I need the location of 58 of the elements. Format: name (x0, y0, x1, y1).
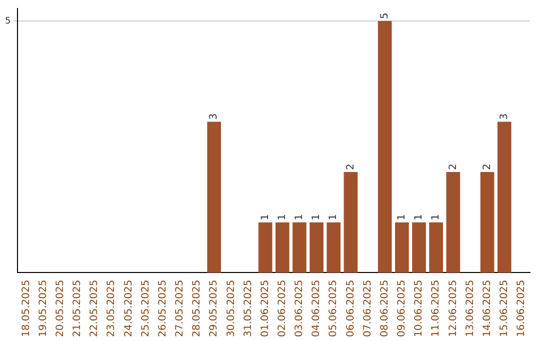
data-label: 3 (208, 113, 220, 120)
x-tick-label: 19.05.2025 (38, 280, 49, 338)
bar (326, 222, 341, 273)
x-tick-label: 18.05.2025 (20, 280, 32, 338)
data-label: 1 (311, 214, 322, 220)
x-tick-label: 16.06.2025 (516, 280, 528, 338)
data-label: 3 (498, 113, 510, 120)
x-tick-label: 05.06.2025 (328, 280, 340, 338)
x-tick-label: 27.05.2025 (174, 280, 186, 338)
x-tick-label: 28.05.2025 (192, 280, 203, 338)
x-tick-label: 07.06.2025 (362, 280, 374, 338)
x-tick-label: 04.06.2025 (311, 280, 322, 338)
data-label: 1 (414, 214, 425, 220)
x-tick-label: 14.06.2025 (482, 280, 493, 338)
x-tick-label: 30.05.2025 (226, 280, 237, 338)
x-tick-label: 25.05.2025 (140, 280, 152, 338)
data-label: 1 (430, 214, 442, 220)
x-tick-label: 10.06.2025 (414, 280, 425, 338)
x-tick-label: 29.05.2025 (208, 280, 220, 338)
data-label: 1 (260, 214, 271, 220)
bar (378, 20, 392, 273)
bar (344, 172, 358, 273)
bar (207, 122, 222, 273)
x-tick-label: 01.06.2025 (260, 280, 271, 338)
data-label: 2 (345, 164, 356, 170)
x-tick-label: 15.06.2025 (498, 280, 510, 338)
x-tick-label: 22.05.2025 (89, 280, 100, 338)
bar (275, 222, 290, 273)
x-tick-label: 20.05.2025 (55, 280, 66, 338)
data-label: 1 (294, 214, 306, 220)
bar (395, 222, 409, 273)
bar (292, 222, 306, 273)
bar (429, 222, 443, 273)
x-tick-label: 02.06.2025 (276, 280, 288, 338)
bar (480, 172, 494, 273)
data-label: 2 (448, 164, 459, 170)
bar (412, 222, 426, 273)
x-tick-label: 12.06.2025 (448, 280, 459, 338)
bar (310, 222, 324, 273)
bar (446, 172, 460, 273)
data-label: 5 (379, 12, 390, 19)
x-tick-label: 08.06.2025 (379, 280, 390, 338)
x-tick-label: 21.05.2025 (72, 280, 84, 338)
data-label: 2 (482, 164, 493, 170)
data-label: 1 (396, 214, 408, 220)
bar (258, 222, 272, 273)
bar (497, 122, 512, 273)
x-tick-label: 06.06.2025 (345, 280, 356, 338)
x-tick-label: 13.06.2025 (464, 280, 476, 338)
data-label: 1 (328, 214, 340, 220)
x-tick-label: 11.06.2025 (430, 280, 442, 338)
x-tick-label: 23.05.2025 (106, 280, 118, 338)
x-tick-label: 26.05.2025 (157, 280, 168, 338)
x-tick-label: 24.05.2025 (123, 280, 134, 338)
data-label: 1 (276, 214, 288, 220)
x-tick-label: 09.06.2025 (396, 280, 408, 338)
x-tick-label: 31.05.2025 (242, 280, 254, 338)
x-tick-label: 03.06.2025 (294, 280, 306, 338)
